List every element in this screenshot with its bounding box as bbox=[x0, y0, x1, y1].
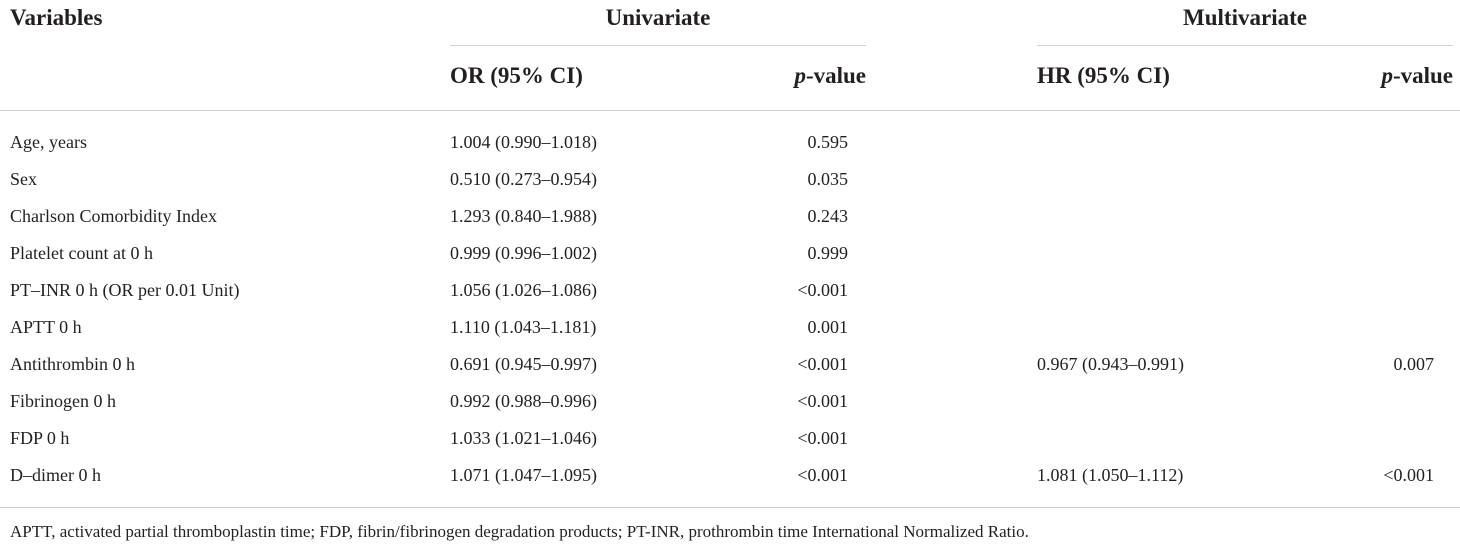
cell-p-univariate: <0.001 bbox=[797, 391, 848, 411]
p-suffix: -value bbox=[805, 63, 866, 88]
cell-p-univariate: 0.243 bbox=[807, 206, 849, 226]
cell-variable: Fibrinogen 0 h bbox=[10, 391, 116, 411]
cell-p-univariate: 0.035 bbox=[807, 169, 849, 189]
header-p-value-univariate: p-value bbox=[748, 62, 866, 90]
cell-p-univariate: <0.001 bbox=[797, 428, 848, 448]
cell-or: 1.004 (0.990–1.018) bbox=[450, 132, 597, 152]
cell-or: 0.510 (0.273–0.954) bbox=[450, 169, 597, 189]
cell-or: 1.110 (1.043–1.181) bbox=[450, 317, 597, 337]
header-univariate: Univariate bbox=[605, 5, 711, 30]
cell-or: 1.071 (1.047–1.095) bbox=[450, 465, 597, 485]
cell-variable: D–dimer 0 h bbox=[10, 465, 101, 485]
p-italic: p bbox=[794, 63, 806, 88]
table-footnote: APTT, activated partial thromboplastin t… bbox=[10, 522, 1029, 541]
univariate-underline bbox=[450, 45, 866, 46]
multivariate-underline bbox=[1037, 45, 1453, 46]
cell-p-multivariate: 0.007 bbox=[1393, 354, 1435, 374]
bottom-rule bbox=[0, 507, 1460, 508]
cell-or: 0.999 (0.996–1.002) bbox=[450, 243, 597, 263]
cell-variable: Age, years bbox=[10, 132, 87, 152]
cell-p-univariate: 0.999 bbox=[807, 243, 849, 263]
cell-or: 1.033 (1.021–1.046) bbox=[450, 428, 597, 448]
p-suffix: -value bbox=[1392, 63, 1453, 88]
cell-hr: 0.967 (0.943–0.991) bbox=[1037, 354, 1184, 374]
cell-variable: PT–INR 0 h (OR per 0.01 Unit) bbox=[10, 280, 240, 300]
cell-hr: 1.081 (1.050–1.112) bbox=[1037, 465, 1184, 485]
cell-p-univariate: <0.001 bbox=[797, 465, 848, 485]
cell-p-univariate: <0.001 bbox=[797, 354, 848, 374]
cell-variable: FDP 0 h bbox=[10, 428, 70, 448]
cell-variable: Platelet count at 0 h bbox=[10, 243, 153, 263]
cell-or: 0.691 (0.945–0.997) bbox=[450, 354, 597, 374]
header-multivariate: Multivariate bbox=[1183, 5, 1307, 30]
cell-p-univariate: 0.001 bbox=[807, 317, 849, 337]
cell-p-univariate: <0.001 bbox=[797, 280, 848, 300]
cell-or: 1.056 (1.026–1.086) bbox=[450, 280, 597, 300]
cell-p-univariate: 0.595 bbox=[807, 132, 849, 152]
cell-variable: Sex bbox=[10, 169, 37, 189]
header-or-ci: OR (95% CI) bbox=[450, 63, 583, 88]
cell-variable: APTT 0 h bbox=[10, 317, 82, 337]
cell-variable: Charlson Comorbidity Index bbox=[10, 206, 217, 226]
header-variables: Variables bbox=[10, 5, 103, 30]
header-hr-ci: HR (95% CI) bbox=[1037, 63, 1170, 88]
cell-variable: Antithrombin 0 h bbox=[10, 354, 135, 374]
header-p-value-multivariate: p-value bbox=[1335, 62, 1453, 90]
cell-or: 0.992 (0.988–0.996) bbox=[450, 391, 597, 411]
cell-or: 1.293 (0.840–1.988) bbox=[450, 206, 597, 226]
cell-p-multivariate: <0.001 bbox=[1383, 465, 1434, 485]
header-rule bbox=[0, 110, 1460, 111]
p-italic: p bbox=[1381, 63, 1393, 88]
